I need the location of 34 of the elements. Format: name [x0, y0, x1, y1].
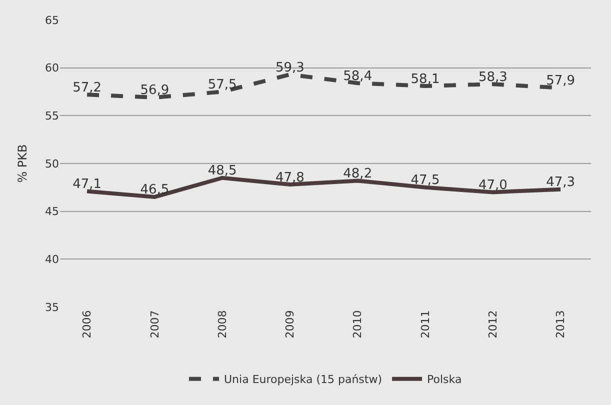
- x-tick-label: 2010: [351, 310, 364, 338]
- data-label: 57,5: [208, 78, 237, 92]
- y-tick-label: 50: [45, 157, 59, 170]
- x-tick-label: 2012: [486, 310, 500, 338]
- legend-label: Unia Europejska (15 państw): [224, 373, 382, 386]
- x-tick-label: 2008: [216, 310, 229, 338]
- data-label: 48,2: [343, 166, 372, 182]
- data-label: 58,4: [343, 68, 372, 84]
- data-label: 46,5: [140, 182, 170, 198]
- data-label: 48,5: [208, 164, 237, 179]
- y-tick-label: 65: [45, 14, 59, 27]
- x-tick-label: 2011: [418, 310, 432, 338]
- data-label: 56,9: [140, 83, 170, 98]
- data-label: 57,9: [546, 74, 576, 89]
- x-tick-label: 2009: [284, 310, 297, 338]
- y-tick-label: 40: [45, 253, 59, 266]
- x-tick-label: 2013: [554, 310, 568, 338]
- data-label: 58,1: [410, 72, 440, 87]
- data-label: 58,3: [478, 70, 508, 85]
- data-label: 47,3: [546, 175, 576, 190]
- y-tick-label: 55: [45, 110, 59, 123]
- data-label: 57,2: [72, 80, 102, 96]
- data-label: 59,3: [276, 60, 304, 76]
- y-tick-label: 60: [45, 62, 59, 75]
- data-label: 47,1: [72, 176, 102, 192]
- y-tick-label: 35: [45, 300, 59, 314]
- legend-label: Polska: [427, 373, 462, 386]
- y-tick-label: 45: [45, 205, 59, 218]
- y-axis-title: % PKB: [15, 144, 30, 183]
- data-label: 47,5: [410, 173, 440, 188]
- data-label: 47,0: [478, 178, 508, 193]
- x-tick-label: 2007: [148, 310, 162, 338]
- x-tick-label: 2006: [80, 310, 94, 338]
- data-label: 47,8: [276, 170, 304, 186]
